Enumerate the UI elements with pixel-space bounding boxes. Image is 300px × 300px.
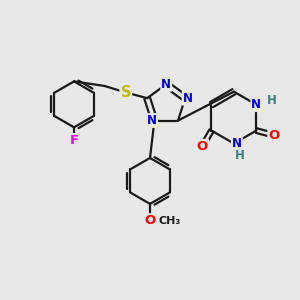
Text: S: S <box>121 85 131 100</box>
Text: H: H <box>267 94 277 107</box>
Text: N: N <box>147 114 157 127</box>
Text: N: N <box>232 137 242 150</box>
Text: CH₃: CH₃ <box>158 216 181 226</box>
Text: N: N <box>251 98 261 111</box>
Text: N: N <box>183 92 193 105</box>
Text: O: O <box>197 140 208 153</box>
Text: H: H <box>235 149 245 162</box>
Text: O: O <box>144 214 156 227</box>
Text: F: F <box>70 134 79 147</box>
Text: N: N <box>161 78 171 91</box>
Text: O: O <box>268 129 280 142</box>
